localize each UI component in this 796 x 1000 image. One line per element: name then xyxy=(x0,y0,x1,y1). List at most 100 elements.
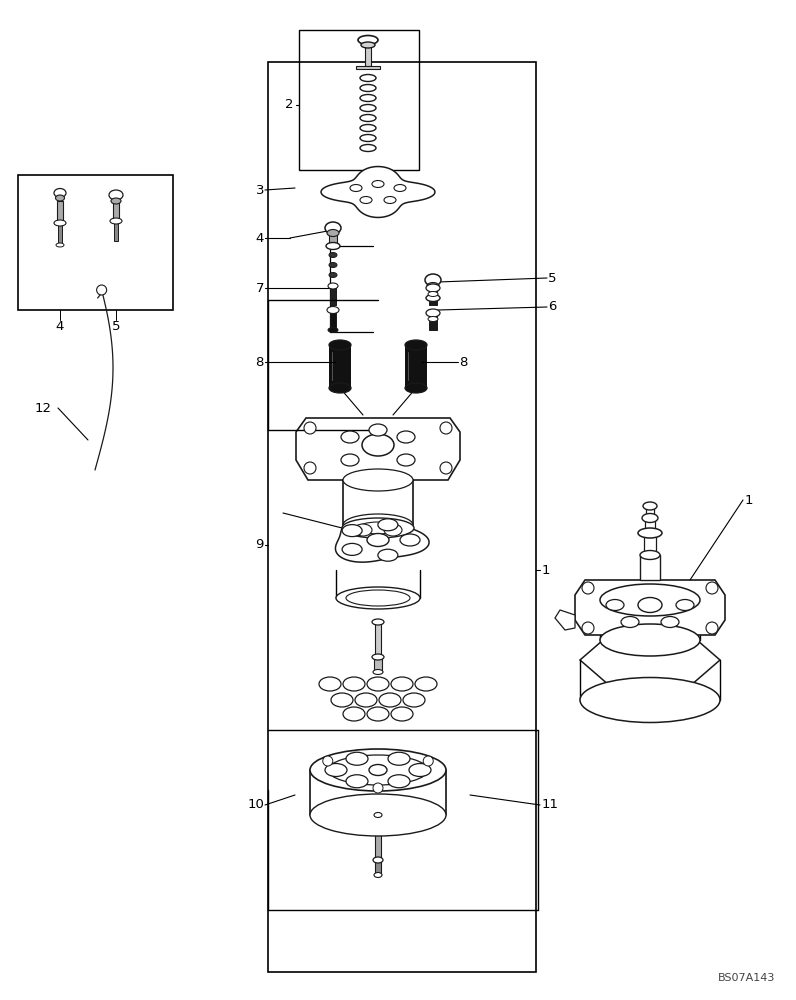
Ellipse shape xyxy=(388,775,410,788)
Text: 7: 7 xyxy=(256,282,264,294)
Ellipse shape xyxy=(369,764,387,776)
Bar xyxy=(429,285,437,298)
Ellipse shape xyxy=(405,340,427,350)
Text: 9: 9 xyxy=(256,538,264,552)
Ellipse shape xyxy=(360,75,376,82)
Bar xyxy=(645,518,655,533)
Ellipse shape xyxy=(367,707,389,721)
Ellipse shape xyxy=(425,274,441,286)
Text: 12: 12 xyxy=(35,401,52,414)
Ellipse shape xyxy=(342,543,362,555)
Ellipse shape xyxy=(360,196,372,204)
Ellipse shape xyxy=(331,693,353,707)
Ellipse shape xyxy=(384,196,396,204)
Ellipse shape xyxy=(327,230,339,236)
Ellipse shape xyxy=(580,678,720,722)
Ellipse shape xyxy=(346,590,410,606)
Ellipse shape xyxy=(405,383,427,393)
Ellipse shape xyxy=(397,454,415,466)
Ellipse shape xyxy=(367,534,389,546)
Circle shape xyxy=(440,462,452,474)
Ellipse shape xyxy=(427,282,439,290)
Ellipse shape xyxy=(342,525,362,537)
Ellipse shape xyxy=(642,514,658,522)
Text: 3: 3 xyxy=(256,184,264,196)
Text: BS07A143: BS07A143 xyxy=(718,973,775,983)
Ellipse shape xyxy=(428,316,438,322)
Ellipse shape xyxy=(360,114,376,121)
Ellipse shape xyxy=(426,309,440,317)
Ellipse shape xyxy=(329,252,337,257)
Ellipse shape xyxy=(325,764,347,776)
Ellipse shape xyxy=(638,528,662,538)
Bar xyxy=(375,815,381,860)
Circle shape xyxy=(304,462,316,474)
Circle shape xyxy=(304,422,316,434)
Polygon shape xyxy=(356,66,380,69)
Ellipse shape xyxy=(394,184,406,192)
Circle shape xyxy=(706,582,718,594)
Polygon shape xyxy=(335,516,429,562)
Ellipse shape xyxy=(373,857,383,863)
Ellipse shape xyxy=(428,292,438,296)
Ellipse shape xyxy=(360,104,376,111)
Ellipse shape xyxy=(355,693,377,707)
Ellipse shape xyxy=(600,584,700,616)
Ellipse shape xyxy=(341,431,359,443)
Ellipse shape xyxy=(360,124,376,131)
Bar xyxy=(375,860,381,875)
Ellipse shape xyxy=(643,502,657,510)
Ellipse shape xyxy=(319,677,341,691)
Ellipse shape xyxy=(403,693,425,707)
Ellipse shape xyxy=(361,42,375,48)
Text: 4: 4 xyxy=(256,232,264,244)
Text: 1: 1 xyxy=(745,493,754,506)
Ellipse shape xyxy=(409,764,431,776)
Ellipse shape xyxy=(426,294,440,302)
Ellipse shape xyxy=(329,383,351,393)
Bar xyxy=(405,345,427,388)
Ellipse shape xyxy=(374,812,382,818)
Ellipse shape xyxy=(638,597,662,612)
Text: 4: 4 xyxy=(56,320,64,332)
Circle shape xyxy=(96,285,107,295)
Text: 5: 5 xyxy=(111,320,120,332)
Ellipse shape xyxy=(378,549,398,561)
Ellipse shape xyxy=(358,522,398,534)
Bar xyxy=(329,232,337,246)
Ellipse shape xyxy=(374,872,382,878)
Ellipse shape xyxy=(358,35,378,44)
Ellipse shape xyxy=(384,524,402,536)
Ellipse shape xyxy=(379,693,401,707)
Ellipse shape xyxy=(54,220,66,226)
Bar xyxy=(57,201,63,223)
Bar xyxy=(58,223,62,245)
Ellipse shape xyxy=(341,454,359,466)
Circle shape xyxy=(423,756,433,766)
Ellipse shape xyxy=(415,677,437,691)
Ellipse shape xyxy=(372,654,384,660)
Ellipse shape xyxy=(327,306,339,314)
Ellipse shape xyxy=(372,180,384,188)
Ellipse shape xyxy=(342,518,414,538)
Ellipse shape xyxy=(110,218,122,224)
Bar xyxy=(365,44,371,66)
Polygon shape xyxy=(296,418,460,480)
Ellipse shape xyxy=(621,616,639,628)
Ellipse shape xyxy=(325,222,341,234)
Ellipse shape xyxy=(362,434,394,456)
Text: 10: 10 xyxy=(247,798,264,812)
Ellipse shape xyxy=(111,198,121,204)
Bar xyxy=(640,555,660,580)
Ellipse shape xyxy=(350,184,362,192)
Bar xyxy=(18,175,173,310)
Ellipse shape xyxy=(336,587,420,609)
Bar xyxy=(329,345,351,388)
Ellipse shape xyxy=(346,775,368,788)
Ellipse shape xyxy=(326,242,340,249)
Circle shape xyxy=(322,756,333,766)
Text: 2: 2 xyxy=(286,99,294,111)
Ellipse shape xyxy=(372,619,384,625)
Circle shape xyxy=(582,622,594,634)
Ellipse shape xyxy=(346,752,368,765)
